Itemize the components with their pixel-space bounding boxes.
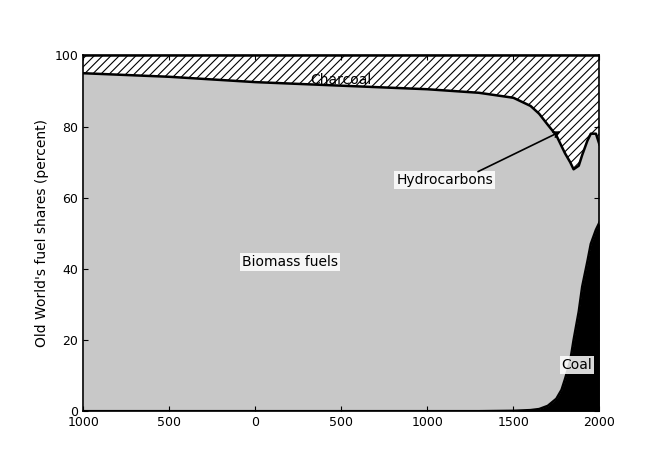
Text: Hydrocarbons: Hydrocarbons bbox=[396, 173, 493, 187]
Y-axis label: Old World's fuel shares (percent): Old World's fuel shares (percent) bbox=[35, 119, 49, 347]
Text: Coal: Coal bbox=[561, 358, 593, 372]
Text: Charcoal: Charcoal bbox=[311, 73, 372, 87]
Text: Biomass fuels: Biomass fuels bbox=[242, 255, 338, 269]
